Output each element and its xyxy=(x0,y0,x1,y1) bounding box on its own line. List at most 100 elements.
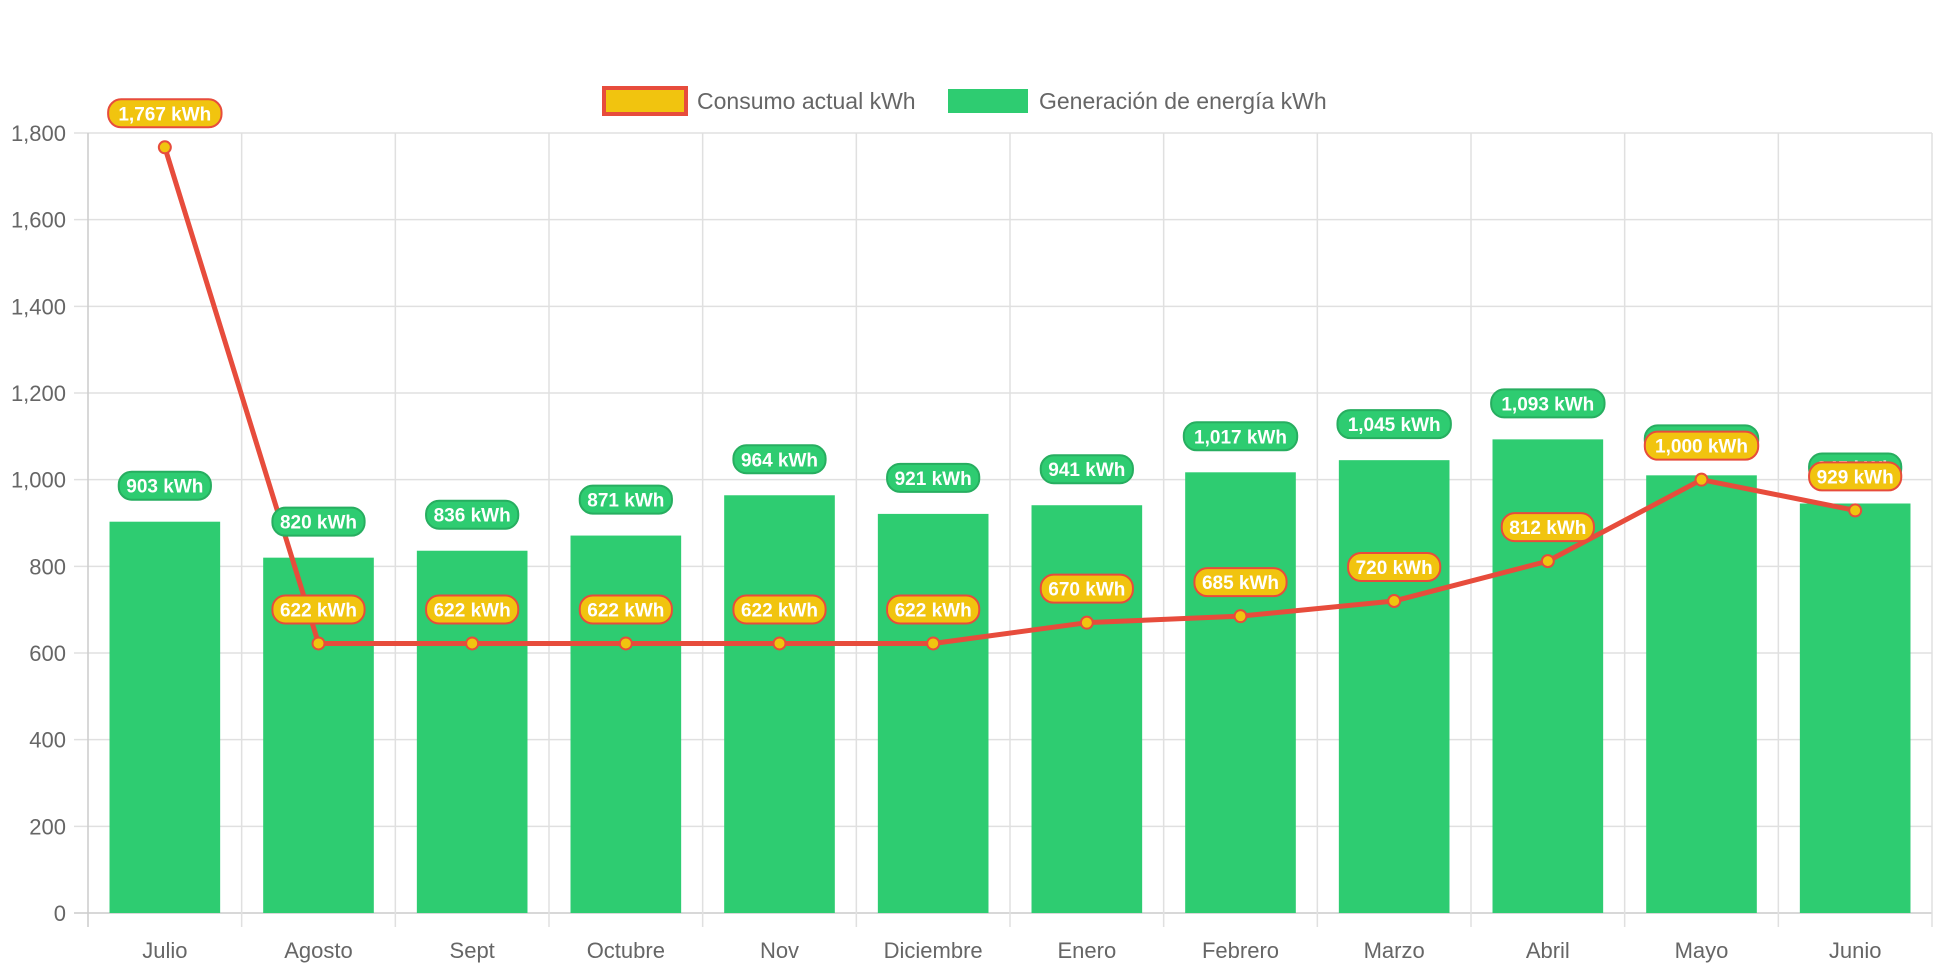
line-point xyxy=(311,636,326,651)
data-label-bg xyxy=(117,470,212,501)
bar xyxy=(1031,505,1143,913)
data-label-bg xyxy=(578,594,673,625)
data-label-bg xyxy=(1336,409,1452,440)
data-label-bg xyxy=(271,594,366,625)
line-data-label: 1,767 kWh xyxy=(107,98,223,129)
data-label-text: 929 kWh xyxy=(1817,467,1894,488)
y-tick-label: 0 xyxy=(54,901,66,926)
x-tick-label: Julio xyxy=(142,938,187,963)
data-label-text: 941 kWh xyxy=(1048,460,1125,481)
bar-data-label: 836 kWh xyxy=(425,499,520,530)
x-tick-label: Marzo xyxy=(1364,938,1425,963)
line-point xyxy=(926,636,941,651)
line-data-label: 622 kWh xyxy=(886,594,981,625)
data-label-text: 622 kWh xyxy=(741,600,818,621)
bar-data-label: 941 kWh xyxy=(1039,454,1134,485)
bar-data-label: 1,017 kWh xyxy=(1182,421,1299,452)
data-label-text: 622 kWh xyxy=(434,600,511,621)
x-tick-label: Junio xyxy=(1829,938,1882,963)
line-point xyxy=(1540,554,1555,569)
data-label-bg xyxy=(1193,567,1288,598)
line-data-label: 622 kWh xyxy=(732,594,827,625)
data-labels: 903 kWh 820 kWh 836 kWh 871 kWh 964 kWh 921 k… xyxy=(107,98,1903,625)
y-tick-label: 800 xyxy=(29,554,66,579)
bar-data-label: 1,045 kWh xyxy=(1336,409,1452,440)
line-data-label: 720 kWh xyxy=(1347,552,1442,582)
data-label-bg xyxy=(1643,430,1760,461)
line-point xyxy=(1848,503,1863,518)
legend-label-generacion: Generación de energía kWh xyxy=(1039,88,1327,114)
data-label-text: 871 kWh xyxy=(587,491,664,512)
bar xyxy=(1646,475,1757,913)
data-label-bg xyxy=(425,499,520,530)
x-tick-label: Mayo xyxy=(1675,938,1729,963)
x-tick-label: Agosto xyxy=(284,938,353,963)
legend-label-consumo: Consumo actual kWh xyxy=(697,88,916,114)
data-label-text: 1,000 kWh xyxy=(1655,437,1748,458)
legend-swatch-generacion xyxy=(948,89,1028,113)
data-label-text: 622 kWh xyxy=(280,600,357,621)
x-axis: Julio Agosto Sept Octubre Nov Diciembre Enero F… xyxy=(142,938,1881,963)
data-label-text: 1,017 kWh xyxy=(1194,427,1287,448)
data-label-bg xyxy=(1347,552,1442,582)
data-label-text: 622 kWh xyxy=(895,600,972,621)
line-data-label: 670 kWh xyxy=(1039,573,1134,604)
grid xyxy=(74,132,1933,927)
data-label-text: 921 kWh xyxy=(895,469,972,490)
line-point xyxy=(1233,609,1248,624)
data-label-bg xyxy=(1182,421,1299,452)
bar-series xyxy=(109,439,1911,913)
legend-item-consumo[interactable]: Consumo actual kWh xyxy=(602,86,916,116)
bar-data-label: 903 kWh xyxy=(117,470,212,501)
bar-data-label: 871 kWh xyxy=(578,484,673,515)
bar-data-label: 964 kWh xyxy=(732,444,827,475)
line-series xyxy=(157,140,1863,651)
data-label-bg xyxy=(886,594,981,625)
data-label-bg xyxy=(1039,454,1134,485)
x-tick-label: Sept xyxy=(450,938,495,963)
bar xyxy=(109,521,221,913)
line-point xyxy=(772,636,787,651)
line-data-label: 812 kWh xyxy=(1500,512,1595,543)
consumption-line xyxy=(162,146,1856,646)
y-tick-label: 1,800 xyxy=(11,121,66,146)
data-label-text: 1,045 kWh xyxy=(1348,415,1441,436)
y-tick-label: 400 xyxy=(29,728,66,753)
data-label-text: 964 kWh xyxy=(741,450,818,471)
y-tick-label: 200 xyxy=(29,814,66,839)
legend-swatch-consumo xyxy=(602,86,688,116)
line-point xyxy=(465,636,480,651)
data-label-bg xyxy=(271,506,366,537)
data-label-bg xyxy=(732,594,827,625)
line-data-label: 622 kWh xyxy=(425,594,520,625)
data-label-bg xyxy=(1500,512,1595,543)
x-tick-label: Diciembre xyxy=(884,938,983,963)
x-tick-label: Nov xyxy=(760,938,799,963)
y-tick-label: 1,600 xyxy=(11,208,66,233)
line-data-label: 685 kWh xyxy=(1193,567,1288,598)
bar xyxy=(570,535,682,913)
data-label-text: 903 kWh xyxy=(126,477,203,498)
y-tick-label: 1,400 xyxy=(11,294,66,319)
line-point xyxy=(1387,594,1402,608)
bar xyxy=(1185,472,1296,913)
x-tick-label: Octubre xyxy=(587,938,665,963)
x-tick-label: Enero xyxy=(1057,938,1116,963)
data-label-text: 1,093 kWh xyxy=(1501,394,1594,415)
line-point xyxy=(618,636,633,651)
data-label-bg xyxy=(1039,573,1134,604)
data-label-bg xyxy=(886,462,981,493)
line-data-label: 622 kWh xyxy=(578,594,673,625)
line-point xyxy=(1694,472,1709,487)
data-label-bg xyxy=(732,444,827,475)
data-label-text: 1,767 kWh xyxy=(118,104,211,125)
y-tick-label: 600 xyxy=(29,641,66,666)
line-data-label: 622 kWh xyxy=(271,594,366,625)
data-label-text: 622 kWh xyxy=(587,600,664,621)
bar-data-label: 820 kWh xyxy=(271,506,366,537)
bar xyxy=(1492,439,1604,913)
data-label-bg xyxy=(1808,461,1903,492)
legend-item-generacion[interactable]: Generación de energía kWh xyxy=(948,88,1327,114)
x-tick-label: Abril xyxy=(1526,938,1570,963)
bar xyxy=(877,513,989,913)
